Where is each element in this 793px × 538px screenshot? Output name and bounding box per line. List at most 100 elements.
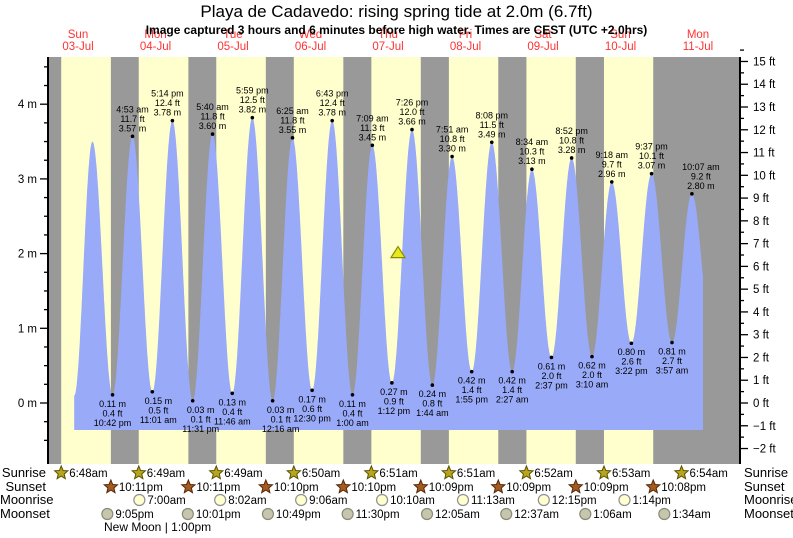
moonset-circle-icon	[420, 507, 434, 521]
high-tide-annotation: 11.8 ft	[280, 115, 305, 125]
sunrise-star-icon	[285, 464, 302, 480]
sunset-time: 10:08pm	[661, 482, 706, 494]
low-tide-annotation: 0.13 m	[218, 397, 246, 407]
low-tide-annotation: 0.1 ft	[191, 414, 212, 424]
tide-point-dot	[290, 136, 295, 140]
low-tide-annotation: 0.03 m	[187, 405, 215, 415]
low-tide-annotation: 0.61 m	[538, 361, 566, 371]
high-tide-annotation: 11.7 ft	[120, 114, 145, 124]
moonrise-time: 7:00am	[147, 495, 185, 507]
sunrise-star-icon	[363, 464, 380, 480]
high-tide-annotation: 6:25 am	[276, 106, 309, 116]
high-tide-annotation: 5:59 pm	[236, 86, 269, 96]
tide-point-dot	[110, 392, 115, 397]
low-tide-annotation: 2:37 pm	[535, 380, 568, 390]
day-date-label: 10-Jul	[605, 41, 636, 53]
right-axis-label: 0 ft	[753, 398, 770, 410]
tide-point-dot	[390, 381, 394, 385]
low-tide-annotation: 11:31 pm	[182, 424, 219, 434]
moonrise-time: 10:10am	[390, 495, 435, 507]
day-weekday-label: Sun	[68, 29, 88, 41]
moonset-circle-icon	[341, 507, 354, 521]
day-date-label: 11-Jul	[683, 41, 713, 53]
low-tide-annotation: 0.24 m	[419, 389, 447, 399]
moonset-time: 11:30pm	[356, 509, 400, 521]
sunset-row-label-right: Sunset	[744, 479, 785, 494]
tide-point-dot	[670, 340, 674, 345]
tide-point-dot	[569, 156, 574, 160]
high-tide-annotation: 3.78 m	[154, 108, 182, 118]
right-axis-label: 15 ft	[753, 56, 776, 68]
high-tide-annotation: 3.57 m	[119, 123, 147, 133]
high-tide-annotation: 8:52 pm	[555, 126, 588, 136]
tide-point-dot	[450, 154, 454, 159]
moonset-time: 12:05am	[435, 509, 480, 521]
day-weekday-label: Wed	[299, 29, 322, 41]
high-tide-annotation: 2.80 m	[687, 181, 715, 191]
right-axis-label: 10 ft	[753, 170, 776, 182]
tide-point-dot	[530, 167, 534, 171]
low-tide-annotation: 0.6 ft	[302, 404, 323, 414]
sunset-star-icon	[567, 478, 584, 494]
high-tide-annotation: 10.1 ft	[639, 151, 665, 161]
day-weekday-label: Thu	[378, 29, 398, 41]
tide-point-dot	[410, 127, 414, 132]
low-tide-annotation: 11:01 am	[140, 415, 177, 425]
high-tide-annotation: 10.8 ft	[440, 134, 466, 144]
high-tide-annotation: 4:53 am	[116, 104, 149, 114]
high-tide-annotation: 3.49 m	[478, 129, 506, 139]
low-tide-annotation: 1:12 pm	[378, 406, 411, 416]
day-date-label: 06-Jul	[295, 41, 326, 53]
tide-point-dot	[350, 392, 355, 397]
sunrise-time: 6:48am	[69, 468, 107, 480]
low-tide-annotation: 0.8 ft	[422, 399, 443, 409]
tide-area	[74, 117, 703, 430]
sunrise-time: 6:54am	[690, 468, 728, 480]
moonrise-circle-icon	[456, 493, 470, 507]
high-tide-annotation: 11.5 ft	[480, 120, 505, 130]
page-title: Playa de Cadavedo: rising spring tide at…	[200, 2, 593, 21]
high-tide-annotation: 10:07 am	[682, 162, 720, 172]
sunset-star-icon	[645, 478, 662, 494]
sunset-time: 10:10pm	[351, 482, 396, 494]
day-weekday-label: Sun	[610, 29, 630, 41]
low-tide-annotation: 2.0 ft	[582, 370, 603, 380]
sunset-time: 10:09pm	[506, 482, 551, 494]
high-tide-annotation: 8:34 am	[516, 137, 549, 147]
high-tide-annotation: 11.8 ft	[200, 112, 225, 122]
low-tide-annotation: 0.03 m	[267, 405, 295, 415]
moonset-circle-icon	[658, 507, 671, 521]
capture-subtitle: Image captured 3 hours and 6 minutes bef…	[145, 23, 648, 37]
moonset-row-label-right: Moonset	[744, 506, 793, 521]
tide-point-dot	[690, 192, 694, 196]
high-tide-annotation: 3.07 m	[638, 161, 666, 171]
right-axis-label: 5 ft	[753, 284, 770, 296]
low-tide-annotation: 2.6 ft	[621, 357, 642, 367]
low-tide-annotation: 0.42 m	[458, 376, 486, 386]
high-tide-annotation: 3.60 m	[199, 121, 227, 131]
tide-point-dot	[150, 389, 155, 394]
low-tide-annotation: 0.80 m	[618, 347, 646, 357]
sunrise-star-icon	[596, 464, 612, 480]
day-weekday-label: Tue	[223, 29, 242, 41]
sunrise-time: 6:51am	[457, 468, 495, 480]
sunrise-star-icon	[673, 464, 690, 480]
sunset-time: 10:09pm	[584, 482, 629, 494]
moonset-circle-icon	[181, 507, 194, 521]
high-tide-annotation: 3.28 m	[558, 145, 586, 155]
moonrise-circle-icon	[133, 493, 146, 507]
sunrise-star-icon	[440, 464, 457, 480]
sunset-star-icon	[412, 478, 429, 494]
low-tide-annotation: 1:44 am	[416, 408, 449, 418]
right-axis-label: 7 ft	[753, 239, 770, 251]
moonset-time: 12:37am	[514, 509, 559, 521]
right-axis-label: 12 ft	[753, 125, 776, 137]
right-axis-label: 8 ft	[753, 216, 770, 228]
moonset-circle-icon	[500, 507, 513, 521]
low-tide-annotation: 2.7 ft	[662, 356, 683, 366]
day-date-label: 04-Jul	[140, 41, 171, 53]
moonset-time: 10:49pm	[276, 509, 321, 521]
sunrise-row-label-right: Sunrise	[744, 465, 789, 480]
left-axis-label: 3 m	[18, 174, 37, 186]
